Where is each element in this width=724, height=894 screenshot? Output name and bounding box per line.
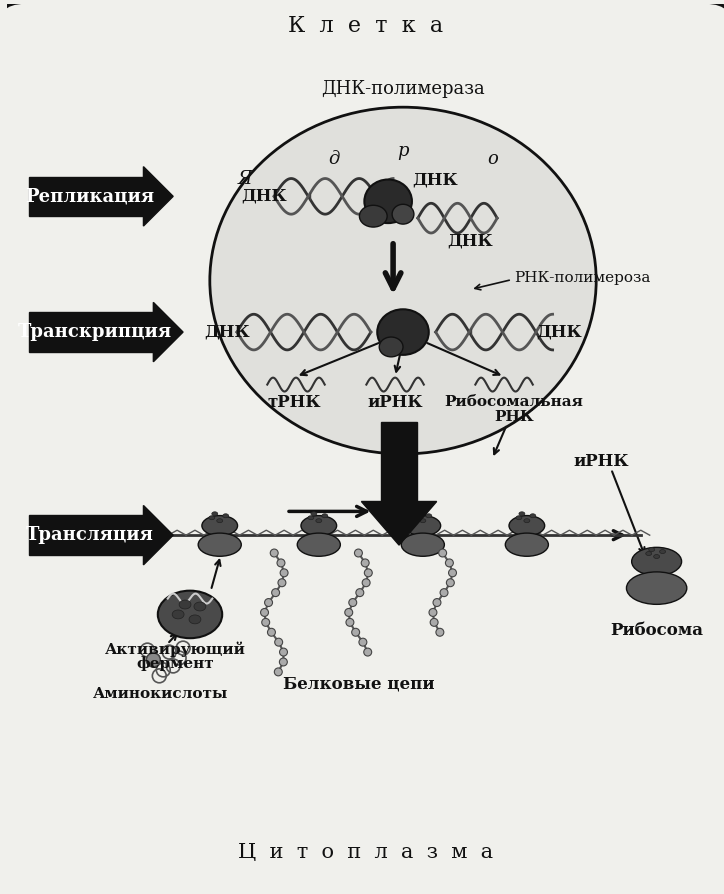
Text: Аминокислоты: Аминокислоты [93,687,228,701]
Text: тРНК: тРНК [267,394,321,411]
Circle shape [345,609,353,616]
Text: ДНК: ДНК [536,324,582,341]
Text: Ц  и  т  о  п  л  а  з  м  а: Ц и т о п л а з м а [237,843,493,862]
Ellipse shape [646,552,652,555]
Circle shape [352,628,360,637]
Text: иРНК: иРНК [367,394,423,411]
Text: иРНК: иРНК [573,453,629,470]
Text: ДНК: ДНК [242,188,287,205]
Text: Рибосомальная: Рибосомальная [445,395,584,409]
Circle shape [447,578,454,586]
Text: РНК-полимероза: РНК-полимероза [514,271,650,284]
Ellipse shape [198,533,241,556]
Text: Репликация: Репликация [25,188,154,206]
Text: ДНК: ДНК [447,232,493,249]
Ellipse shape [316,519,321,523]
Text: Рибосома: Рибосома [610,622,703,639]
Circle shape [261,609,269,616]
Ellipse shape [301,516,337,536]
Text: Трансляция: Трансляция [26,527,154,544]
Circle shape [274,638,282,646]
Ellipse shape [524,519,530,523]
Circle shape [445,559,453,567]
Ellipse shape [392,204,414,224]
Ellipse shape [172,610,184,619]
Ellipse shape [179,600,191,609]
Ellipse shape [649,548,654,552]
Text: К  л  е  т  к  а: К л е т к а [288,15,443,37]
Ellipse shape [189,615,201,624]
Circle shape [433,599,441,606]
Text: Транскрипция: Транскрипция [18,323,172,342]
Text: о: о [487,149,497,168]
Ellipse shape [311,511,317,516]
Ellipse shape [308,516,313,519]
Text: РНК: РНК [494,410,534,425]
Circle shape [264,599,272,606]
Bar [28,312,153,352]
Text: Активирующий: Активирующий [105,641,245,657]
Circle shape [430,619,438,627]
Circle shape [277,559,285,567]
Circle shape [359,638,367,646]
Ellipse shape [223,514,229,518]
Circle shape [361,559,369,567]
Polygon shape [143,505,173,565]
Circle shape [279,648,287,656]
Ellipse shape [509,516,544,536]
Circle shape [349,599,357,606]
Ellipse shape [158,591,222,638]
Bar [28,176,143,216]
Circle shape [346,619,354,627]
Ellipse shape [426,514,432,518]
Bar [28,515,143,555]
Circle shape [356,588,363,596]
Ellipse shape [420,519,426,523]
Circle shape [355,549,363,557]
Circle shape [272,588,279,596]
Circle shape [146,654,160,667]
Ellipse shape [516,516,522,519]
Circle shape [279,658,287,666]
Ellipse shape [379,337,403,357]
Ellipse shape [415,511,421,516]
Ellipse shape [359,206,387,227]
Circle shape [280,569,288,577]
Ellipse shape [631,547,681,576]
Ellipse shape [412,516,418,519]
Circle shape [364,569,372,577]
Circle shape [363,648,371,656]
Circle shape [429,609,437,616]
Circle shape [278,578,286,586]
Text: ДНК: ДНК [204,324,250,341]
Text: Я: Я [237,170,252,188]
Circle shape [267,628,275,637]
Ellipse shape [401,533,445,556]
Ellipse shape [530,514,536,518]
Circle shape [274,668,282,676]
Circle shape [439,549,447,557]
Ellipse shape [505,533,548,556]
Ellipse shape [660,550,665,553]
Ellipse shape [377,309,429,355]
Ellipse shape [298,533,340,556]
Circle shape [440,588,448,596]
Ellipse shape [209,516,215,519]
Ellipse shape [321,514,328,518]
Ellipse shape [202,516,237,536]
Ellipse shape [654,554,660,559]
Ellipse shape [405,516,441,536]
Bar [382,422,417,502]
Ellipse shape [216,519,223,523]
Circle shape [362,578,370,586]
Text: ДНК-полимераза: ДНК-полимераза [321,80,485,98]
Ellipse shape [210,107,596,454]
Circle shape [436,628,444,637]
Polygon shape [153,302,183,362]
Polygon shape [143,166,173,226]
Ellipse shape [364,180,412,224]
Text: д: д [328,149,340,168]
Text: фермент: фермент [136,656,214,671]
Circle shape [262,619,269,627]
